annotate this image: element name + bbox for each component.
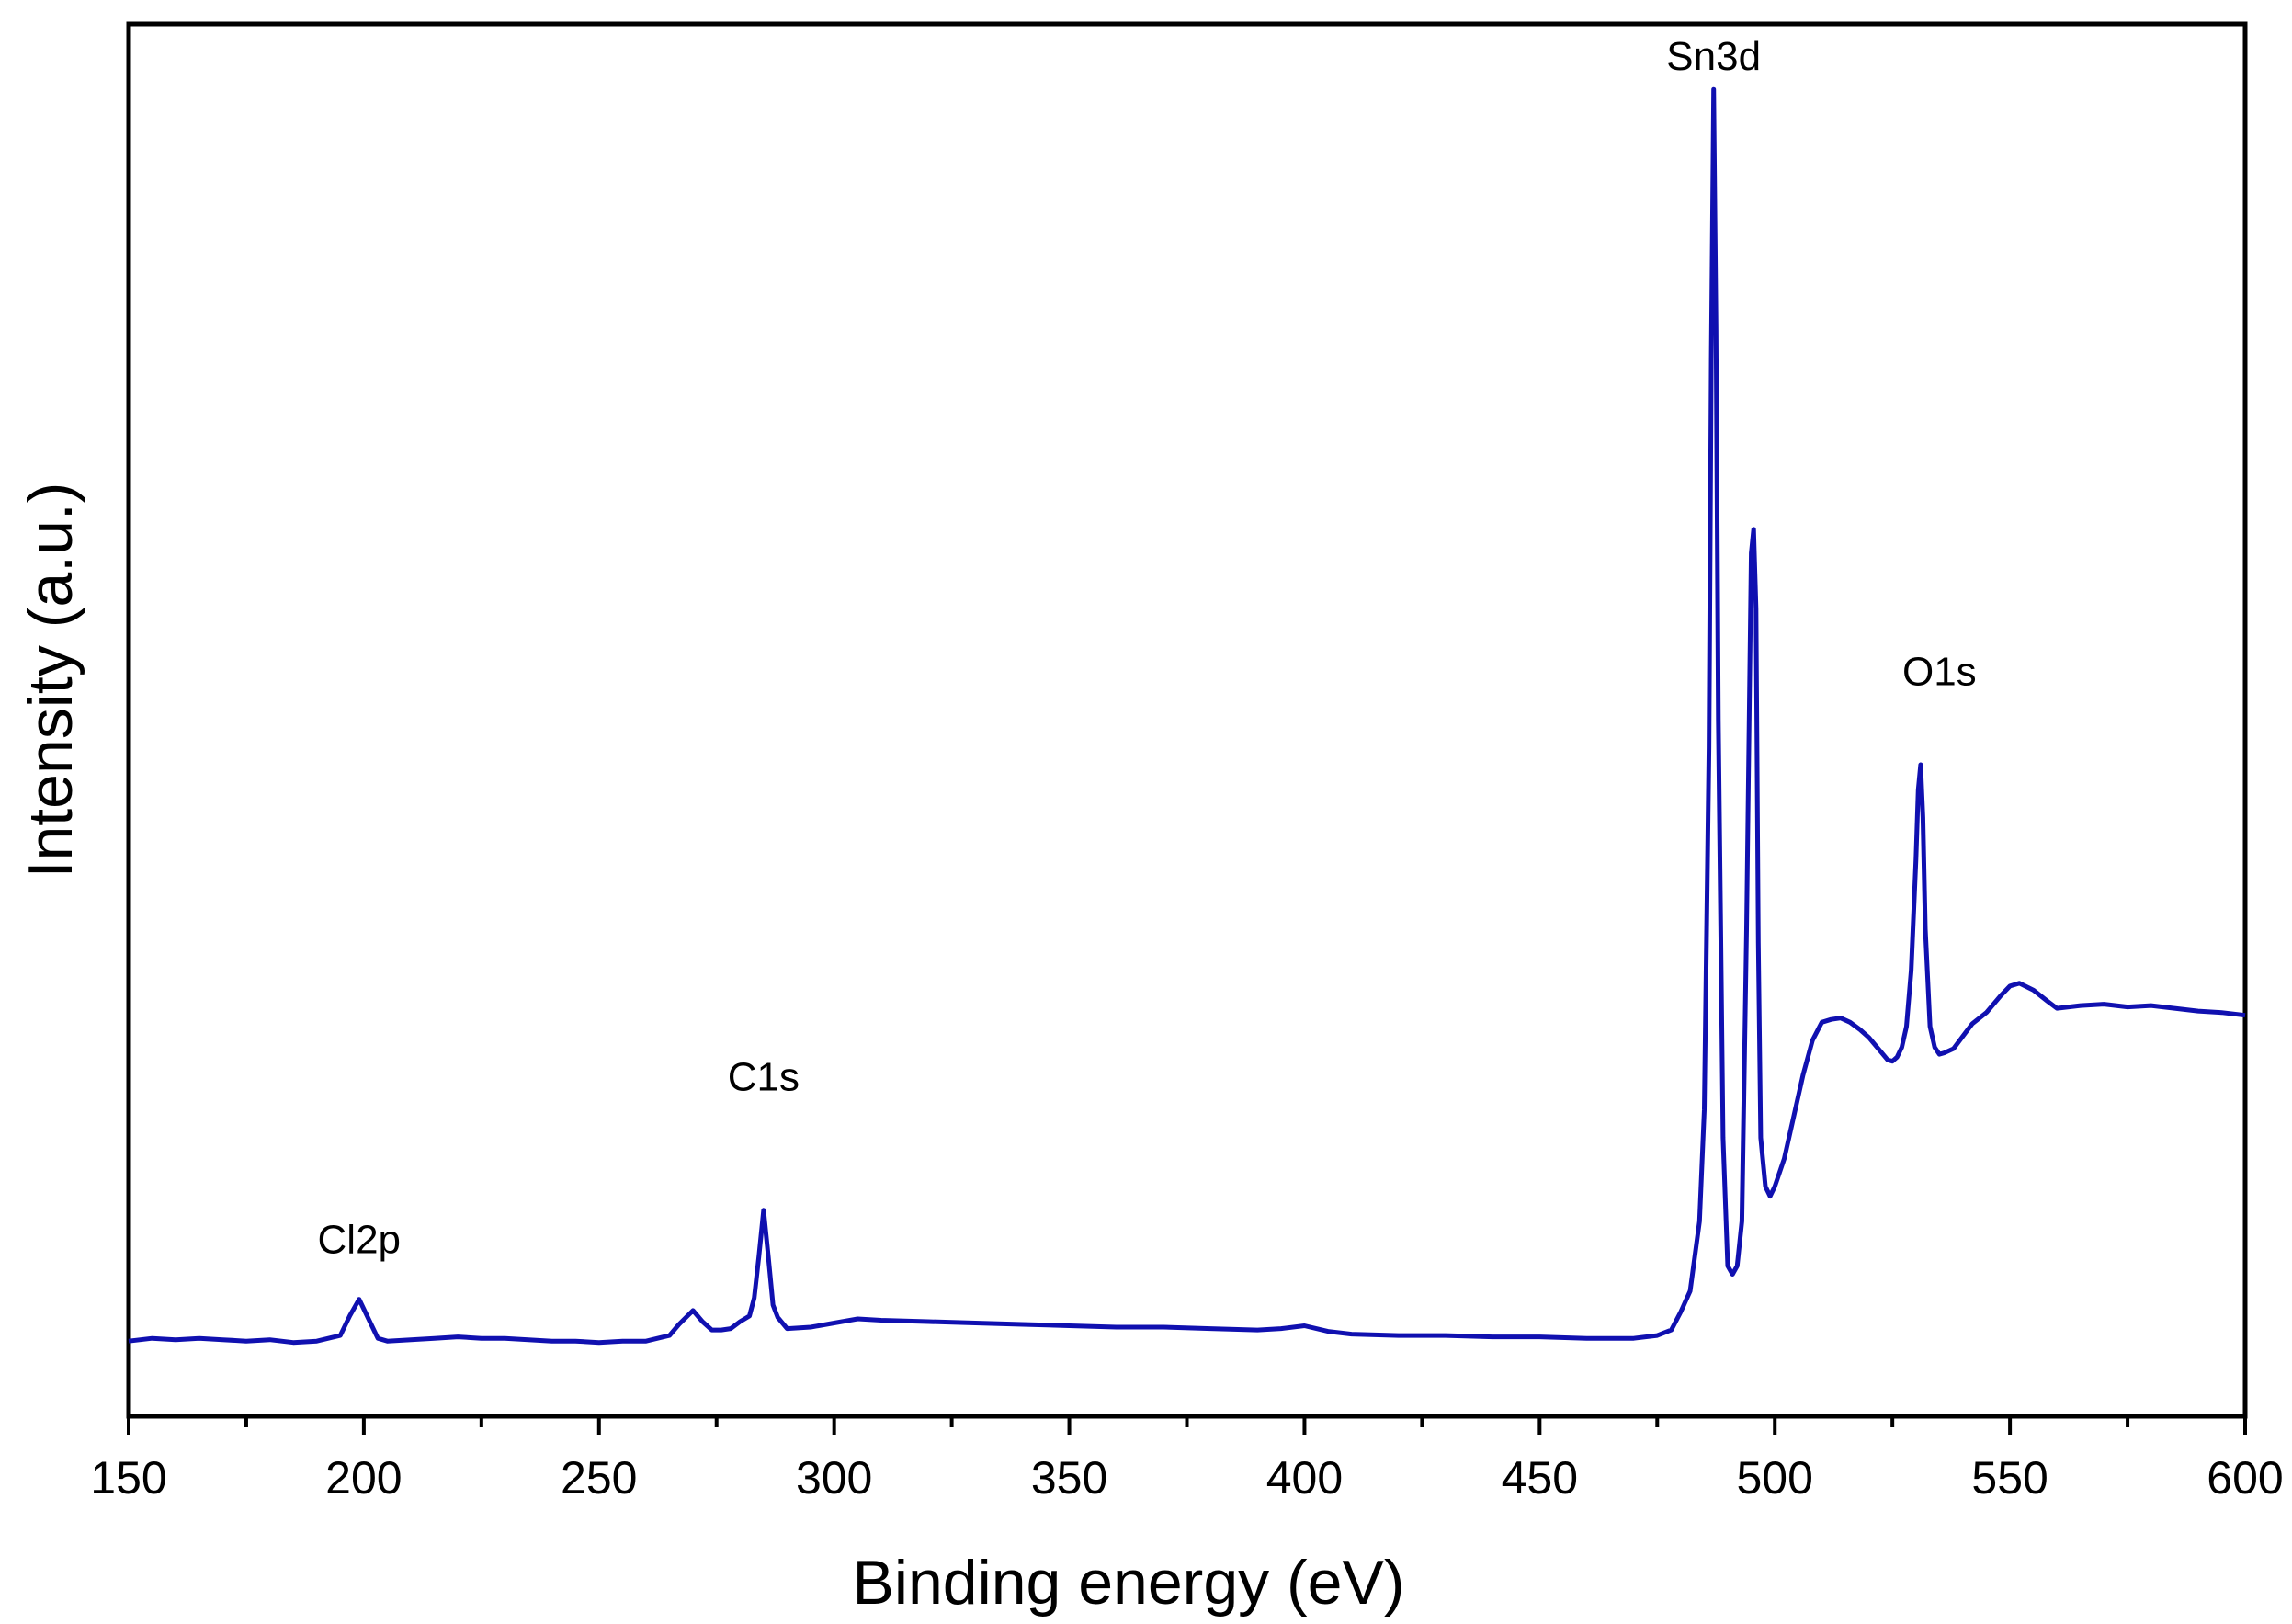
x-tick-label: 600 [2207, 1452, 2283, 1504]
x-tick-label: 300 [796, 1452, 872, 1504]
peak-annotations: Cl2p C1s Sn3d O1s [318, 34, 1977, 1263]
x-axis-title: Binding energy (eV) [852, 1548, 1404, 1618]
x-tick-label: 350 [1031, 1452, 1107, 1504]
x-axis-ticks [127, 1416, 2247, 1435]
x-tick-label: 450 [1502, 1452, 1578, 1504]
x-tick-label: 500 [1737, 1452, 1813, 1504]
x-tick-label: 200 [325, 1452, 402, 1504]
peak-label-cl2p: Cl2p [318, 1218, 402, 1263]
x-axis-tick-labels: 150 200 250 300 350 400 450 500 550 600 [90, 1452, 2283, 1504]
peak-label-c1s: C1s [728, 1054, 800, 1099]
plot-frame [126, 21, 2248, 1419]
peak-label-o1s: O1s [1902, 650, 1977, 695]
x-tick-label: 400 [1266, 1452, 1343, 1504]
spectrum-line [128, 86, 2246, 1346]
x-tick-label: 250 [561, 1452, 637, 1504]
peak-label-sn3d: Sn3d [1666, 34, 1761, 79]
x-tick-label: 550 [1971, 1452, 2048, 1504]
x-tick-label: 150 [90, 1452, 166, 1504]
y-axis-title: Intensity (a.u.) [16, 483, 85, 879]
